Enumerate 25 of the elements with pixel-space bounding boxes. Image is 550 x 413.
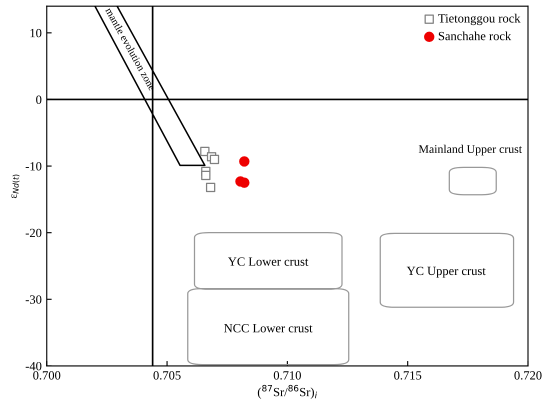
legend-label: Tietonggou rock: [438, 14, 520, 26]
x-tick-label: 0.715: [394, 371, 422, 380]
x-axis-title: ($^{87}$Sr/$^{86}$Sr)$_{i}$: [258, 384, 318, 399]
point: [239, 156, 250, 167]
y-tick-label: -10: [26, 162, 42, 171]
point: [201, 170, 210, 180]
y-axis-title: ε$_{Nd(t)}$: [11, 174, 20, 198]
y-tick-label: 10: [30, 28, 42, 38]
annotation: NCC Lower crust: [224, 324, 312, 332]
y-tick-label: -30: [26, 295, 42, 304]
point: [239, 178, 250, 188]
x-tick-label: 0.720: [514, 371, 542, 380]
point: [206, 182, 216, 192]
y-tick-label: -20: [26, 228, 42, 238]
y-tick-label: -40: [26, 362, 42, 370]
legend-label: Sanchahe rock: [438, 31, 512, 40]
point: [210, 154, 220, 164]
y-tick-label: 0: [36, 95, 42, 104]
annotation: Mainland Upper crust: [418, 144, 522, 156]
x-tick-label: 0.710: [274, 371, 301, 380]
annotation: YC Lower crust: [228, 257, 308, 266]
point: [200, 146, 210, 156]
annotation: YC Upper crust: [406, 266, 486, 278]
x-tick-label: 0.705: [153, 371, 181, 380]
x-tick-label: 0.700: [33, 371, 60, 380]
